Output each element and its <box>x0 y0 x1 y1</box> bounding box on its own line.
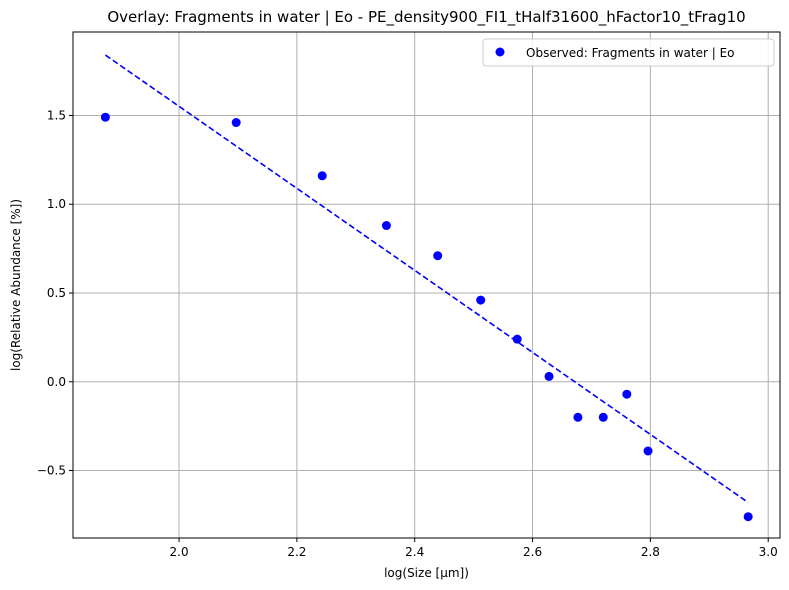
legend: Observed: Fragments in water | Eo <box>482 38 775 67</box>
data-point <box>100 112 110 122</box>
x-tick-label: 2.8 <box>641 545 660 559</box>
y-axis-label: log(Relative Abundance [%]) <box>9 199 23 371</box>
fit-line-layer <box>104 54 749 504</box>
x-tick-label: 2.0 <box>170 545 189 559</box>
data-point <box>544 371 554 381</box>
x-tick-label: 2.4 <box>405 545 424 559</box>
x-axis-label: log(Size [µm]) <box>384 566 469 580</box>
chart-title: Overlay: Fragments in water | Eo - PE_de… <box>107 8 745 27</box>
x-tick-label: 2.6 <box>523 545 542 559</box>
plot-frame <box>72 31 781 539</box>
legend-label: Observed: Fragments in water | Eo <box>526 46 735 60</box>
grid <box>73 32 780 538</box>
y-tick-label: −0.5 <box>37 464 66 478</box>
data-point <box>743 512 753 522</box>
x-axis-ticks: 2.0 2.2 2.4 2.6 2.8 3.0 <box>170 538 778 559</box>
data-point <box>231 118 241 128</box>
data-point <box>476 295 486 305</box>
y-axis-ticks: −0.5 0.0 0.5 1.0 1.5 <box>37 108 73 478</box>
fit-line <box>104 54 749 504</box>
x-tick-label: 2.2 <box>287 545 306 559</box>
data-point <box>643 446 653 456</box>
y-tick-label: 0.0 <box>47 375 66 389</box>
y-tick-label: 0.5 <box>47 286 66 300</box>
data-point <box>573 412 583 422</box>
y-tick-label: 1.5 <box>47 108 66 122</box>
legend-box <box>482 38 775 67</box>
x-tick-label: 3.0 <box>759 545 778 559</box>
data-point <box>598 412 608 422</box>
data-point <box>433 251 443 261</box>
y-tick-label: 1.0 <box>47 197 66 211</box>
legend-marker <box>495 47 505 57</box>
data-point <box>317 171 327 181</box>
data-point <box>512 334 522 344</box>
data-points <box>100 112 753 522</box>
data-point <box>622 389 632 399</box>
data-point <box>381 221 391 231</box>
